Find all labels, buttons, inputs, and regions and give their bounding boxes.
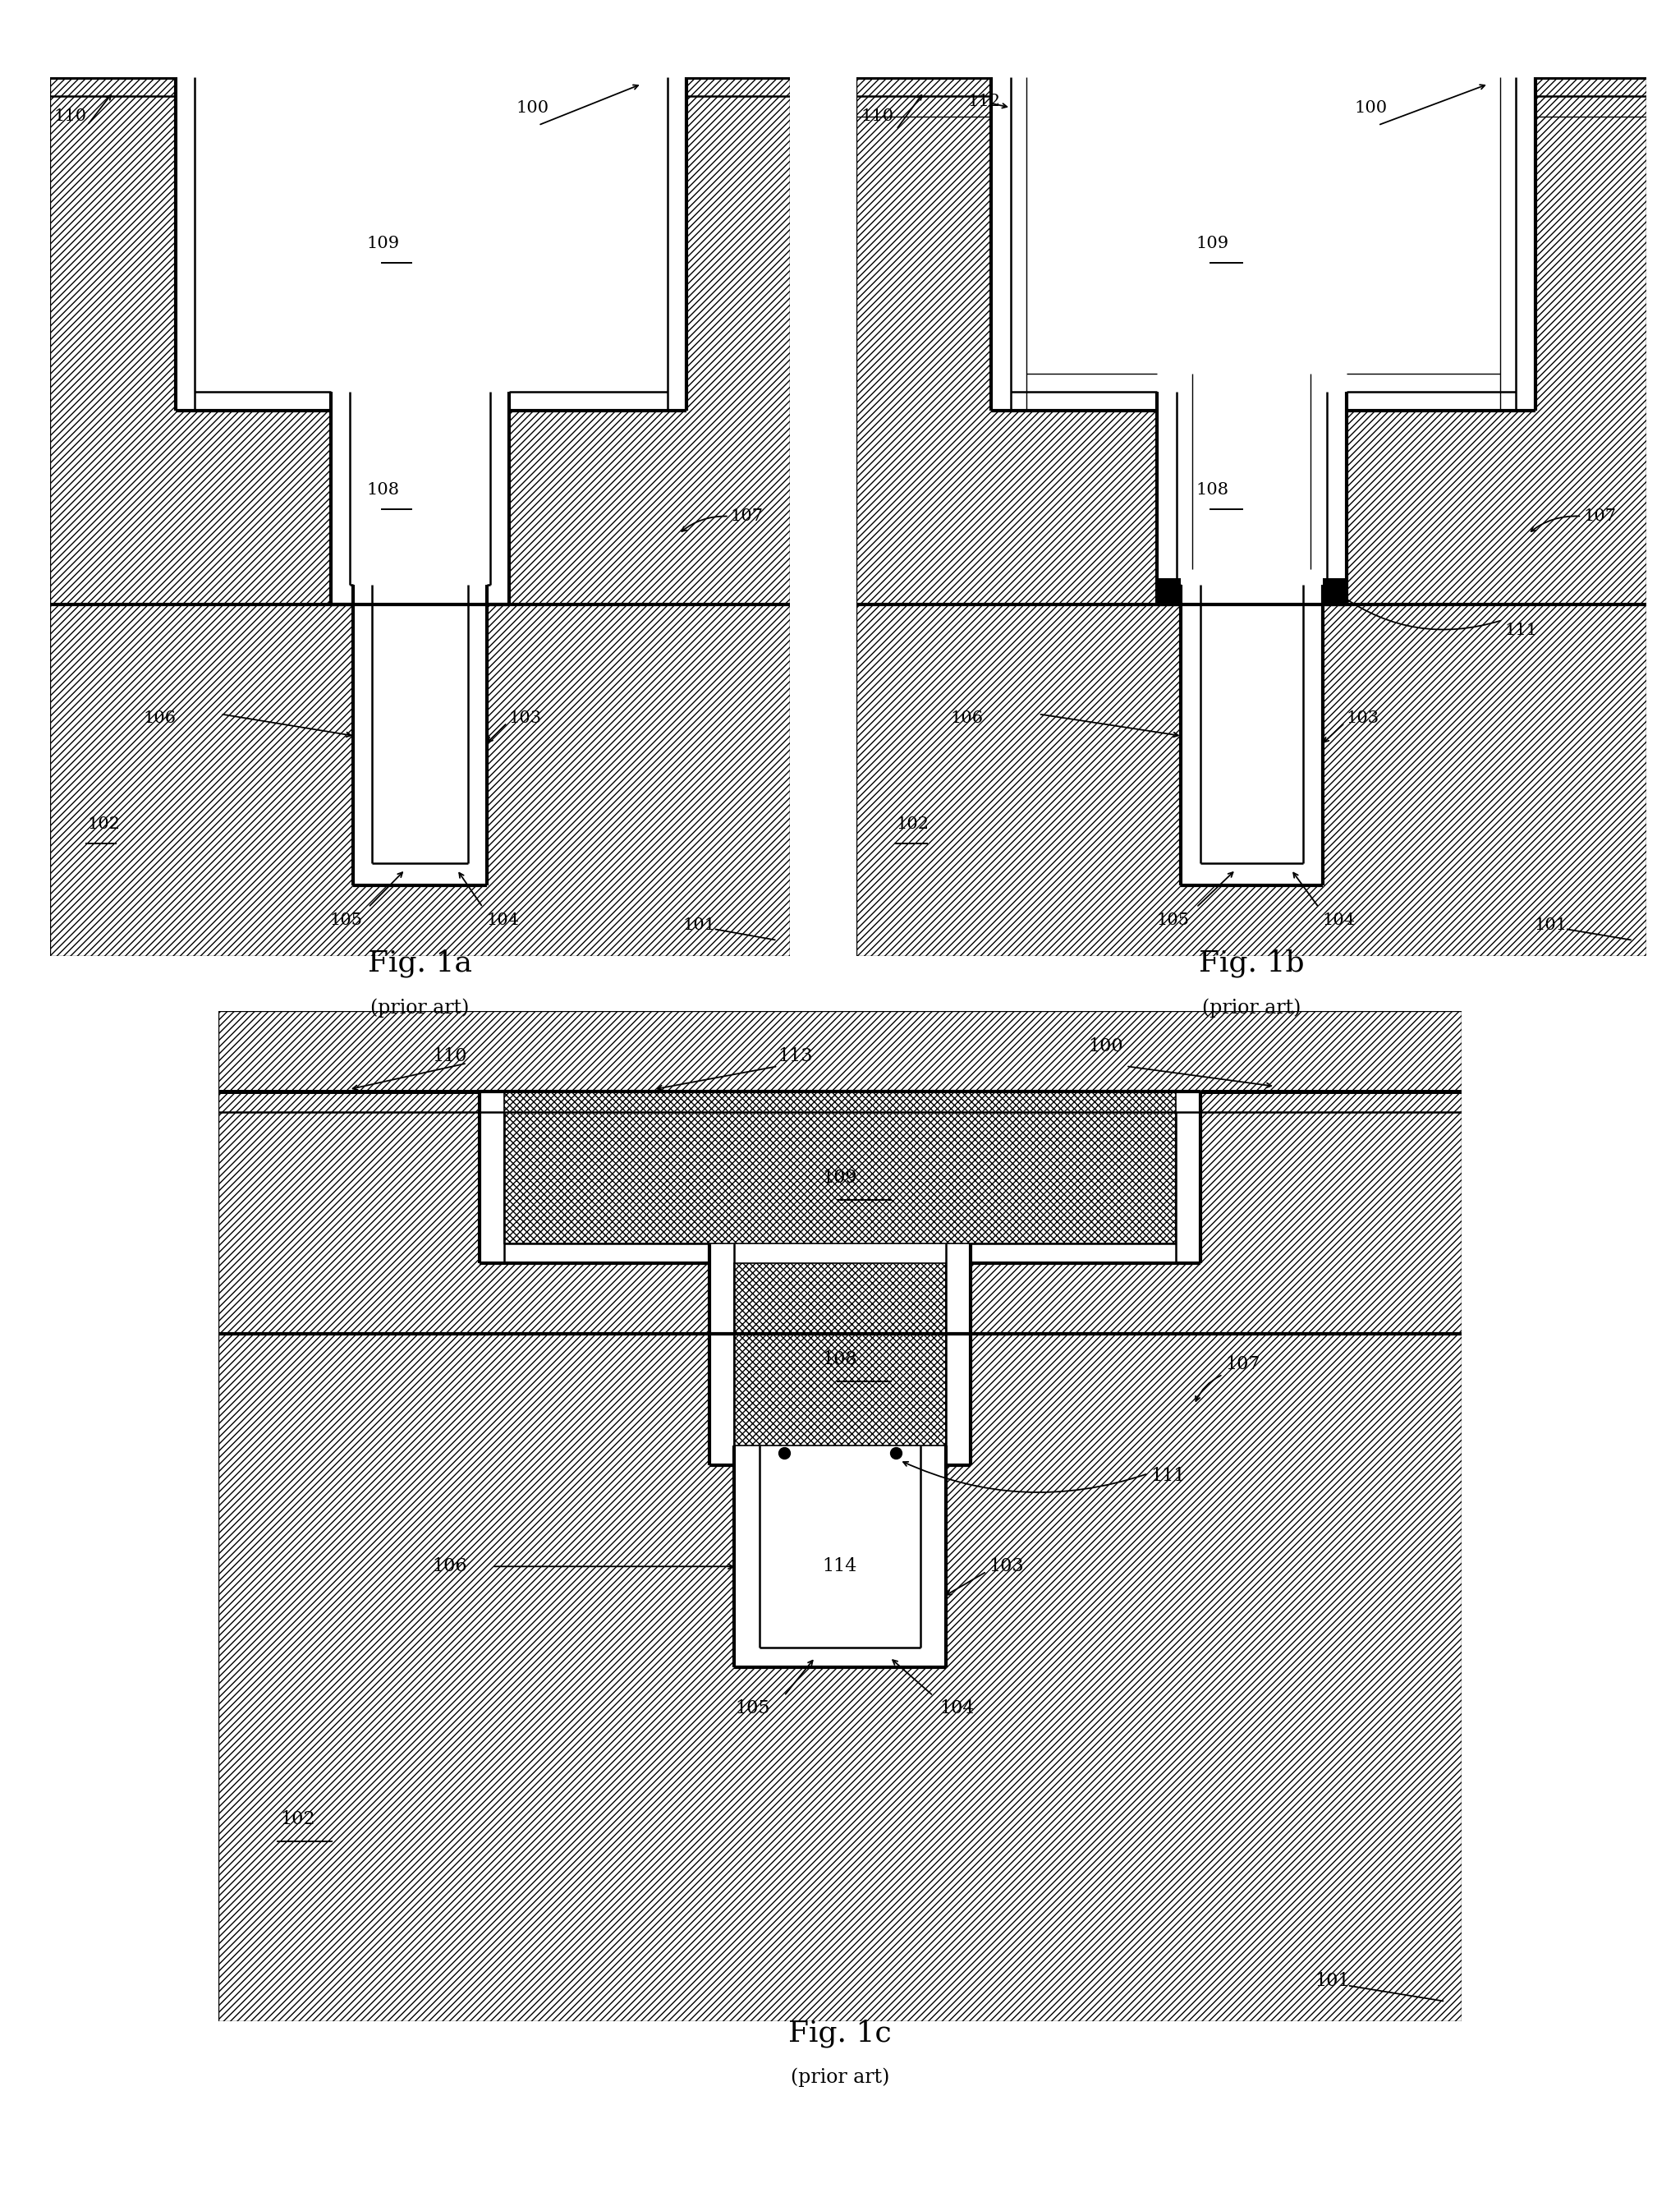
Bar bbox=[50, 77, 790, 604]
Bar bbox=[991, 77, 1536, 411]
Text: 113: 113 bbox=[778, 1048, 813, 1066]
Bar bbox=[353, 604, 487, 885]
Bar bbox=[857, 77, 1646, 604]
Text: 107: 107 bbox=[1225, 1356, 1260, 1373]
Text: 102: 102 bbox=[281, 1810, 316, 1828]
Text: 103: 103 bbox=[509, 710, 541, 727]
Bar bbox=[1158, 411, 1346, 604]
Text: 109: 109 bbox=[823, 1169, 857, 1186]
Bar bbox=[857, 604, 1646, 956]
Text: (prior art): (prior art) bbox=[371, 997, 469, 1017]
Text: 108: 108 bbox=[366, 481, 400, 499]
Bar bbox=[734, 1334, 946, 1668]
Bar bbox=[1158, 578, 1181, 604]
Text: 103: 103 bbox=[990, 1558, 1025, 1575]
Text: 100: 100 bbox=[1354, 99, 1388, 116]
Text: (prior art): (prior art) bbox=[1203, 997, 1300, 1017]
Text: 106: 106 bbox=[143, 710, 176, 727]
Text: 110: 110 bbox=[432, 1048, 467, 1066]
Text: 100: 100 bbox=[1089, 1037, 1124, 1055]
Text: 101: 101 bbox=[682, 916, 716, 934]
Text: 101: 101 bbox=[1315, 1971, 1349, 1990]
Text: 102: 102 bbox=[897, 815, 929, 833]
Text: 107: 107 bbox=[731, 508, 763, 525]
Text: 108: 108 bbox=[823, 1351, 857, 1369]
Bar bbox=[218, 1011, 1462, 1334]
Text: 111: 111 bbox=[1504, 622, 1537, 639]
Text: 107: 107 bbox=[1583, 508, 1616, 525]
Text: Fig. 1b: Fig. 1b bbox=[1200, 949, 1304, 978]
Bar bbox=[479, 1092, 1201, 1263]
Text: 103: 103 bbox=[1346, 710, 1379, 727]
Text: 104: 104 bbox=[939, 1698, 974, 1718]
Text: 114: 114 bbox=[823, 1558, 857, 1575]
Text: 105: 105 bbox=[329, 912, 363, 929]
Bar bbox=[50, 604, 790, 956]
Bar bbox=[709, 1263, 971, 1465]
Text: 110: 110 bbox=[54, 108, 87, 125]
Text: 112: 112 bbox=[968, 94, 1000, 110]
Bar bbox=[734, 1263, 946, 1446]
Text: 106: 106 bbox=[951, 710, 983, 727]
Text: 100: 100 bbox=[516, 99, 549, 116]
Text: Fig. 1c: Fig. 1c bbox=[788, 2019, 892, 2048]
Text: 109: 109 bbox=[366, 235, 400, 253]
Text: 105: 105 bbox=[1156, 912, 1189, 929]
Text: 104: 104 bbox=[487, 912, 519, 929]
Text: Fig. 1a: Fig. 1a bbox=[368, 949, 472, 978]
Text: (prior art): (prior art) bbox=[791, 2067, 889, 2087]
Text: 109: 109 bbox=[1196, 235, 1228, 253]
Bar bbox=[176, 77, 685, 411]
Text: 104: 104 bbox=[1322, 912, 1356, 929]
Bar bbox=[218, 1334, 1462, 2021]
Bar bbox=[1181, 604, 1322, 885]
Text: 102: 102 bbox=[87, 815, 121, 833]
Text: 101: 101 bbox=[1534, 916, 1567, 934]
Text: 106: 106 bbox=[432, 1558, 467, 1575]
Bar bbox=[504, 1092, 1176, 1244]
Bar bbox=[331, 411, 509, 604]
Text: 111: 111 bbox=[1151, 1465, 1186, 1485]
Text: 105: 105 bbox=[736, 1698, 771, 1718]
Bar bbox=[1322, 578, 1346, 604]
Text: 108: 108 bbox=[1196, 481, 1228, 499]
Text: 110: 110 bbox=[860, 108, 894, 125]
